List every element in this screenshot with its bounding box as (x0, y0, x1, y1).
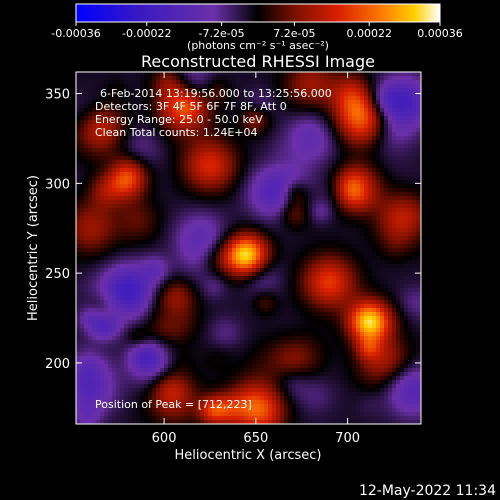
colorbar-ticks: -0.00036 -0.00022 -7.2e-05 7.2e-05 0.00022 0.… (51, 22, 463, 40)
plot-frame (75, 71, 422, 425)
x-tick-label: 600 (152, 431, 177, 446)
y-axis-label: Heliocentric Y (arcsec) (26, 175, 41, 321)
x-tick-label: 650 (243, 431, 268, 446)
heatmap-image (76, 72, 421, 424)
y-axis: 200 250 300 350 (45, 88, 421, 372)
x-tick-label: 700 (335, 431, 360, 446)
annotation-line: Energy Range: 25.0 - 50.0 keV (95, 113, 263, 126)
timestamp: 12-May-2022 11:34 (359, 483, 496, 499)
annotation-line: 6-Feb-2014 13:19:56.000 to 13:25:56.000 (100, 87, 332, 100)
annotation-line: Clean Total counts: 1.24E+04 (95, 126, 258, 139)
x-axis: 600 650 700 (152, 72, 360, 446)
x-axis-label: Heliocentric X (arcsec) (175, 448, 322, 463)
colorbar-tick-label: -0.00036 (51, 27, 100, 40)
y-tick-label: 200 (45, 357, 70, 372)
y-tick-label: 300 (45, 177, 70, 192)
colorbar (75, 3, 441, 23)
peak-label: Position of Peak = [712,223] (95, 398, 252, 411)
chart-title: Reconstructed RHESSI Image (141, 52, 375, 71)
colorbar-tick-label: 0.00022 (346, 27, 392, 40)
colorbar-tick-label: -7.2e-05 (198, 27, 244, 40)
y-tick-label: 350 (45, 88, 70, 103)
colorbar-tick-label: 0.00036 (417, 27, 463, 40)
y-tick-label: 250 (45, 267, 70, 282)
colorbar-tick-label: 7.2e-05 (273, 27, 315, 40)
annotation-block: 6-Feb-2014 13:19:56.000 to 13:25:56.000D… (95, 87, 332, 139)
colorbar-tick-label: -0.00022 (122, 27, 171, 40)
colorbar-unit-label: (photons cm⁻² s⁻¹ asec⁻²) (187, 39, 329, 52)
annotation-line: Detectors: 3F 4F 5F 6F 7F 8F, Att 0 (95, 100, 287, 113)
